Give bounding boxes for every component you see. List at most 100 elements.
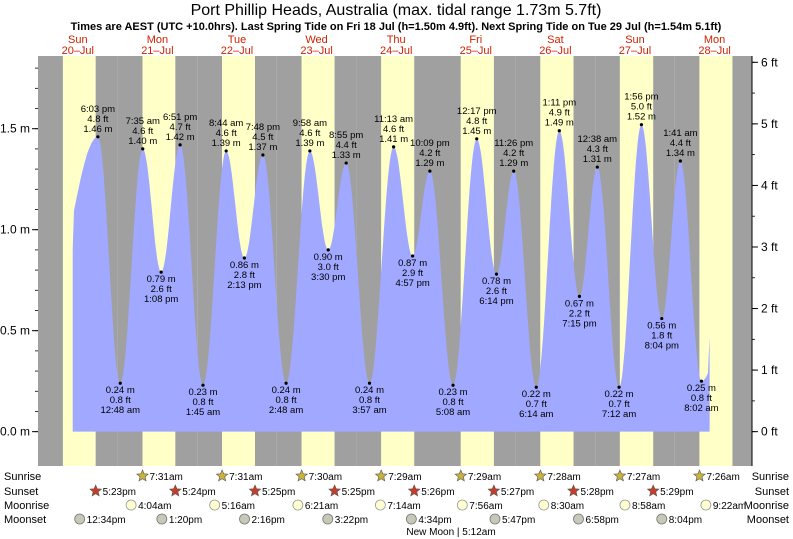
tide-point xyxy=(678,159,682,163)
day-name: Thu xyxy=(387,34,406,46)
moonset-icon xyxy=(74,513,86,525)
tide-m: 1.33 m xyxy=(332,150,361,161)
moonset-time: 2:16pm xyxy=(252,515,285,526)
left-tick-label: 0.5 m xyxy=(0,324,30,338)
night-band xyxy=(732,56,752,466)
tide-ft: 0.8 ft xyxy=(276,395,297,406)
tide-time: 7:35 am xyxy=(126,116,160,127)
tide-time: 7:12 am xyxy=(602,409,636,420)
tide-ft: 0.8 ft xyxy=(691,393,712,404)
moonset-icon xyxy=(239,513,250,525)
tide-point xyxy=(242,256,246,260)
tide-time: 6:14 pm xyxy=(479,296,513,307)
tide-point xyxy=(660,316,664,321)
sunset-time: 5:29pm xyxy=(660,487,693,498)
tide-m: 1.42 m xyxy=(166,132,195,143)
left-axis: 1.5 m 1.0 m 0.5 m 0.0 m xyxy=(0,67,38,439)
tide-time: 6:51 pm xyxy=(163,112,197,123)
day-headers: Sun20–JulMon21–JulTue22–JulWed23–JulThu2… xyxy=(62,34,731,57)
tide-m: 1.29 m xyxy=(499,158,528,169)
tide-time: 1:45 am xyxy=(186,407,220,418)
tide-point xyxy=(577,294,582,298)
moonset-time: 4:34pm xyxy=(418,515,451,526)
tide-point xyxy=(699,379,704,383)
tide-m: 0.78 m xyxy=(482,276,511,287)
moonrise-icon xyxy=(292,499,304,511)
tide-ft: 4.3 ft xyxy=(587,144,608,155)
tide-time: 11:26 pm xyxy=(494,138,533,149)
tide-ft: 2.6 ft xyxy=(151,284,172,295)
sunrise-time: 7:30am xyxy=(309,472,342,483)
tide-ft: 2.2 ft xyxy=(569,308,590,319)
tide-time: 3:30 pm xyxy=(311,272,345,283)
moonset-time: 8:04pm xyxy=(669,515,702,526)
moonset-icon xyxy=(573,513,584,525)
sunrise-icon xyxy=(454,469,468,482)
day-date: 21–Jul xyxy=(141,45,173,57)
tide-m: 0.79 m xyxy=(147,274,176,285)
tide-time: 4:57 pm xyxy=(395,278,429,289)
left-tick-label: 1.5 m xyxy=(0,122,30,136)
moonset-icon xyxy=(156,513,168,525)
tide-ft: 2.9 ft xyxy=(402,268,423,279)
sunset-time: 5:25pm xyxy=(262,487,295,498)
tide-time: 1:41 am xyxy=(663,128,697,139)
tide-area xyxy=(72,124,710,432)
tide-m: 1.41 m xyxy=(379,134,408,145)
tide-point xyxy=(475,137,479,141)
sunset-time: 5:25pm xyxy=(342,487,375,498)
sunrise-icon xyxy=(215,469,229,482)
tide-time: 7:48 pm xyxy=(246,122,280,133)
moonset-icon xyxy=(322,513,334,525)
moonrise-row-label-right: Moonrise xyxy=(744,500,789,512)
moonrise-row-label-left: Moonrise xyxy=(4,500,49,512)
day-date: 27–Jul xyxy=(619,45,651,57)
tide-time: 3:57 am xyxy=(352,405,386,416)
tide-time: 9:58 am xyxy=(293,118,327,129)
tide-m: 1.31 m xyxy=(583,154,612,165)
tide-m: 0.23 m xyxy=(439,387,468,398)
sunset-icon xyxy=(168,484,182,497)
tide-ft: 4.8 ft xyxy=(466,116,487,127)
tide-point xyxy=(261,153,265,157)
moonrise-time: 5:16am xyxy=(222,501,255,512)
sunset-icon xyxy=(407,484,421,497)
sunset-time: 5:26pm xyxy=(421,487,454,498)
tide-ft: 2.8 ft xyxy=(234,270,255,281)
moonrise-time: 7:56am xyxy=(469,501,502,512)
sunrise-icon xyxy=(136,469,149,482)
right-tick-label: 3 ft xyxy=(761,240,778,254)
tide-m: 1.40 m xyxy=(128,136,157,147)
sunrise-time: 7:26am xyxy=(706,472,739,483)
tide-ft: 4.5 ft xyxy=(252,132,273,143)
tide-ft: 4.2 ft xyxy=(419,148,440,159)
sunrise-time: 7:31am xyxy=(150,472,183,483)
tide-m: 1.37 m xyxy=(248,142,277,153)
tide-m: 0.25 m xyxy=(687,383,716,394)
tide-point xyxy=(224,149,228,153)
tide-ft: 4.6 ft xyxy=(383,124,404,135)
sunrise-time: 7:28am xyxy=(547,472,580,483)
tide-point xyxy=(639,123,644,127)
tide-m: 0.67 m xyxy=(565,298,594,309)
moonset-icon xyxy=(656,513,668,525)
tide-area-layer xyxy=(72,124,710,432)
right-tick-label: 5 ft xyxy=(761,117,778,131)
sunset-time: 5:24pm xyxy=(182,487,215,498)
sunrise-icon xyxy=(533,469,547,482)
sunset-time: 5:23pm xyxy=(103,487,136,498)
tide-time: 2:13 pm xyxy=(227,280,261,291)
day-date: 26–Jul xyxy=(539,45,571,57)
tide-m: 1.39 m xyxy=(212,138,241,149)
moonrise-icon xyxy=(456,499,468,511)
tide-point xyxy=(284,381,288,385)
sunset-time: 5:28pm xyxy=(581,487,614,498)
moonrise-time: 4:04am xyxy=(138,501,171,512)
tide-ft: 0.8 ft xyxy=(442,397,463,408)
sunset-icon xyxy=(248,484,262,497)
tide-ft: 3.0 ft xyxy=(318,262,339,273)
sunset-icon xyxy=(646,484,660,497)
tide-time: 12:38 am xyxy=(577,134,617,145)
moonrise-icon xyxy=(619,499,631,511)
tide-ft: 4.2 ft xyxy=(503,148,524,159)
